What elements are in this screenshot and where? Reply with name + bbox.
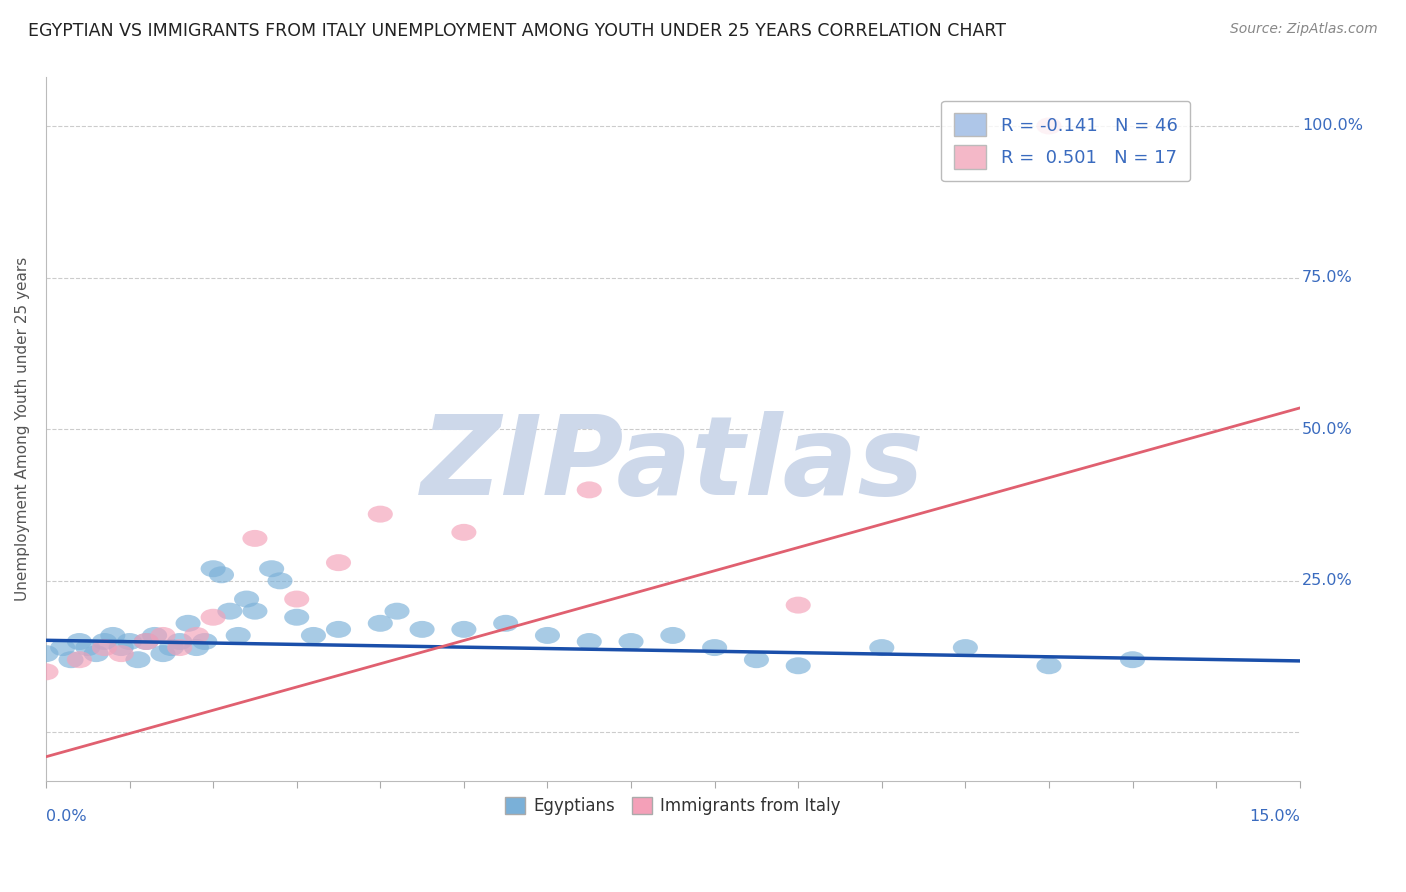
Text: 0.0%: 0.0%	[46, 809, 87, 824]
Text: EGYPTIAN VS IMMIGRANTS FROM ITALY UNEMPLOYMENT AMONG YOUTH UNDER 25 YEARS CORREL: EGYPTIAN VS IMMIGRANTS FROM ITALY UNEMPL…	[28, 22, 1007, 40]
Text: 75.0%: 75.0%	[1302, 270, 1353, 285]
Text: ZIPatlas: ZIPatlas	[420, 411, 925, 518]
Legend: Egyptians, Immigrants from Italy: Egyptians, Immigrants from Italy	[498, 790, 848, 822]
Y-axis label: Unemployment Among Youth under 25 years: Unemployment Among Youth under 25 years	[15, 257, 30, 601]
Text: Source: ZipAtlas.com: Source: ZipAtlas.com	[1230, 22, 1378, 37]
Text: 50.0%: 50.0%	[1302, 422, 1353, 437]
Text: 15.0%: 15.0%	[1249, 809, 1299, 824]
Text: 100.0%: 100.0%	[1302, 119, 1364, 134]
Text: 25.0%: 25.0%	[1302, 574, 1353, 589]
